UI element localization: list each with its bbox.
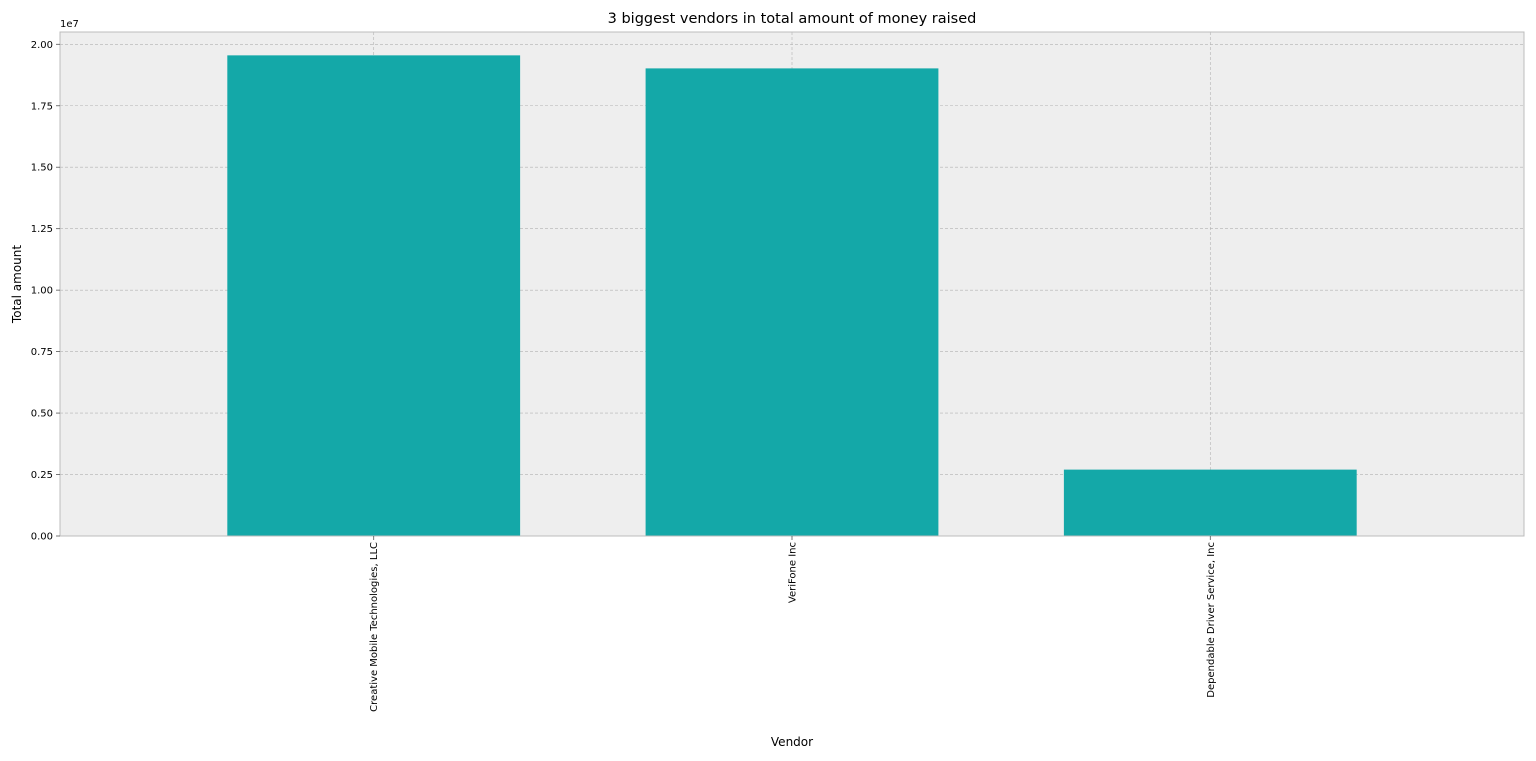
y-axis-ticks: 0.00 0.25 0.50 0.75 1.00 1.25 1.50 1.75 2.00: [31, 40, 60, 543]
y-axis-label: Total amount: [10, 245, 24, 324]
bars: [227, 55, 1357, 536]
x-axis-label: Vendor: [771, 735, 813, 749]
chart-title: 3 biggest vendors in total amount of mon…: [608, 11, 977, 27]
y-tick-label: 0.50: [31, 409, 53, 420]
x-axis-ticks: Creative Mobile Technologies, LLC VeriFon…: [369, 536, 1217, 712]
bar-1: [227, 55, 521, 536]
y-tick-label: 1.75: [31, 101, 53, 112]
x-tick-label: Dependable Driver Service, Inc: [1206, 542, 1217, 698]
y-tick-label: 0.75: [31, 347, 53, 358]
y-tick-label: 0.00: [31, 532, 53, 543]
x-tick-label: Creative Mobile Technologies, LLC: [369, 542, 380, 712]
bar-3: [1063, 469, 1357, 536]
y-tick-label: 1.25: [31, 224, 53, 235]
y-tick-label: 1.00: [31, 286, 53, 297]
bar-2: [645, 68, 939, 536]
x-tick-label: VeriFone Inc: [788, 542, 799, 603]
y-axis-offset-label: 1e7: [60, 19, 79, 30]
y-tick-label: 0.25: [31, 470, 53, 481]
y-tick-label: 1.50: [31, 163, 53, 174]
y-tick-label: 2.00: [31, 40, 53, 51]
